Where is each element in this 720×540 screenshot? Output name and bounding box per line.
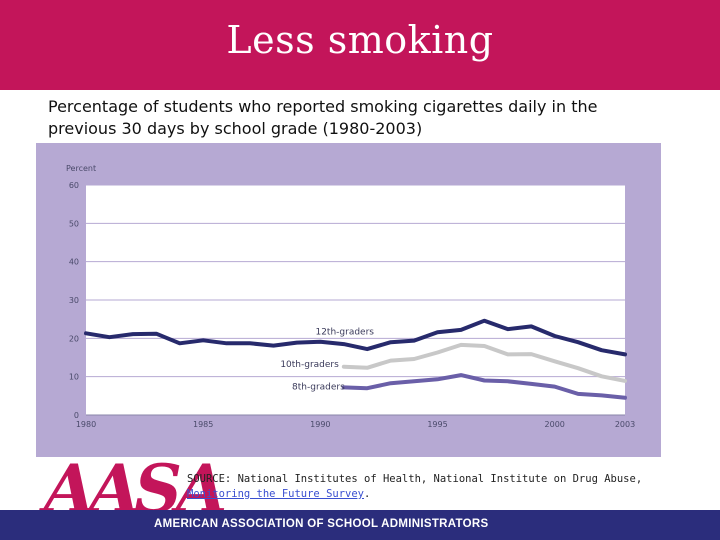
y-axis-label: Percent bbox=[66, 164, 96, 173]
x-tick-label: 2003 bbox=[615, 420, 635, 429]
x-tick-label: 1980 bbox=[76, 420, 96, 429]
x-tick-label: 1995 bbox=[427, 420, 447, 429]
chart-panel: 0 10 20 30 40 50 60 Percent 1980 1985 1990 1995 2000… bbox=[36, 143, 661, 457]
slide-title: Less smoking bbox=[226, 18, 494, 62]
source-text: SOURCE: National Institutes of Health, N… bbox=[187, 473, 643, 485]
y-tick-label: 10 bbox=[69, 373, 79, 382]
series-line-2 bbox=[341, 342, 627, 383]
series-label: 8th-graders bbox=[292, 382, 345, 392]
y-tick-label: 50 bbox=[69, 219, 79, 228]
slide-subtitle: Percentage of students who reported smok… bbox=[48, 97, 598, 138]
y-tick-label: 0 bbox=[74, 411, 79, 420]
series-label: 10th-graders bbox=[280, 360, 339, 370]
source-note: SOURCE: National Institutes of Health, N… bbox=[187, 472, 667, 502]
series-line-3 bbox=[341, 373, 627, 400]
series-line-1 bbox=[84, 318, 627, 357]
line-chart: 0 10 20 30 40 50 60 Percent 1980 1985 1990 1995 2000… bbox=[66, 164, 635, 429]
title-bar: Less smoking bbox=[0, 0, 720, 90]
x-tick-label: 1985 bbox=[193, 420, 213, 429]
y-tick-label: 60 bbox=[69, 181, 79, 190]
x-tick-label: 1990 bbox=[310, 420, 330, 429]
footer-bar: AMERICAN ASSOCIATION OF SCHOOL ADMINISTR… bbox=[0, 510, 720, 540]
source-link[interactable]: Monitoring the Future Survey bbox=[187, 488, 365, 500]
organization-name: AMERICAN ASSOCIATION OF SCHOOL ADMINISTR… bbox=[154, 518, 489, 530]
x-tick-label: 2000 bbox=[545, 420, 565, 429]
y-tick-label: 40 bbox=[69, 258, 79, 267]
source-suffix: . bbox=[364, 488, 371, 500]
y-tick-label: 20 bbox=[69, 334, 79, 343]
y-tick-label: 30 bbox=[69, 296, 79, 305]
series-label: 12th-graders bbox=[315, 328, 374, 338]
